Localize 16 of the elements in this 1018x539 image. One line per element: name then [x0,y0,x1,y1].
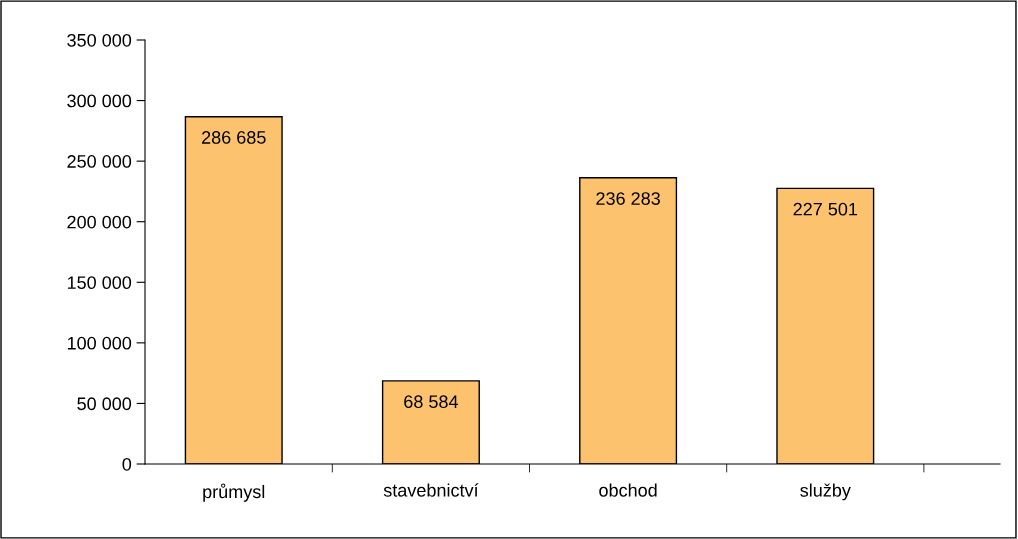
x-tick-label: služby [800,483,851,501]
y-tick-label: 300 000 [67,94,132,108]
data-label: 286 685 [202,131,266,144]
y-tick-label: 50 000 [77,397,132,411]
x-tick-label: průmysl [203,483,265,502]
data-label: 68 584 [404,395,459,409]
y-tick-label: 100 000 [67,336,132,350]
y-tick-label: 250 000 [67,155,132,168]
x-tick-label: obchod [599,483,657,497]
data-label: 227 501 [793,202,858,216]
y-tick-label: 150 000 [67,276,132,290]
x-tick-label: stavebnictví [383,483,479,497]
y-tick-label: 350 000 [67,33,132,47]
y-tick-label: 200 000 [67,215,132,229]
data-label: 236 283 [596,192,660,205]
y-tick-label: 0 [122,457,132,471]
